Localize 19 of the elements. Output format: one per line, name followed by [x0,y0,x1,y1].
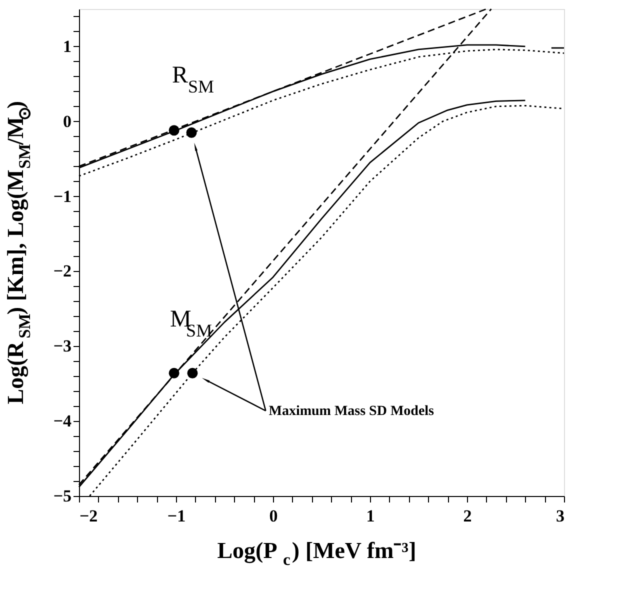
y-tick-label: −2 [53,262,72,281]
x-tick-label: 1 [366,506,375,526]
x-tick-label: −1 [167,506,186,526]
point [187,368,198,378]
point [168,125,180,136]
y-tick-label: −3 [53,336,72,356]
y-axis-title: Log(RSM) [Km], Log(MSM/M⊙) [3,100,34,404]
point [168,368,180,378]
x-tick-label: 3 [556,506,564,526]
y-tick-label: −5 [53,486,72,506]
y-tick-label: −1 [53,186,72,206]
annotation: Maximum Mass SD Models [268,404,435,419]
y-tick-label: 1 [63,36,72,56]
x-tick-label: −2 [80,506,98,526]
x-tick-label: 0 [269,506,278,526]
x-tick-label: 2 [463,506,472,526]
y-tick-label: 0 [63,112,72,131]
point [186,127,197,138]
y-tick-label: −4 [53,412,72,431]
